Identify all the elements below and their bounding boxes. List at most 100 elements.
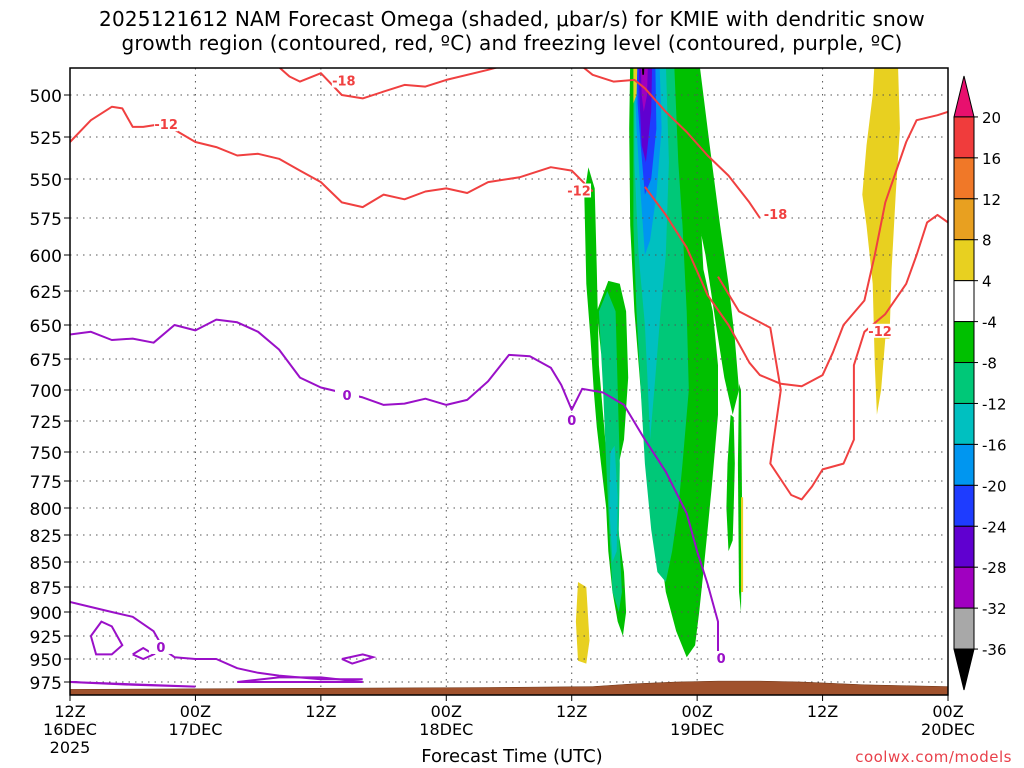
- y-tick-label-850: 850: [30, 554, 62, 574]
- y-tick-label-525: 525: [30, 129, 62, 149]
- contour-label-7: 0: [156, 641, 165, 656]
- y-tick-label-550: 550: [30, 171, 62, 191]
- colorbar-label-13: -36: [982, 641, 1007, 659]
- colorbar-label-2: 12: [982, 191, 1001, 209]
- x-tick-sublabel-0: 16DEC: [43, 720, 97, 739]
- colorbar-bottom-triangle: [953, 648, 975, 691]
- colorbar-segment-8: [953, 402, 975, 445]
- colorbar-segment-6: [953, 321, 975, 364]
- y-tick-label-825: 825: [30, 527, 62, 547]
- y-tick-label-600: 600: [30, 247, 62, 267]
- contour-label-4: -12: [868, 325, 892, 340]
- x-tick-label-0: 12Z: [54, 702, 85, 721]
- colorbar-label-10: -24: [982, 518, 1007, 536]
- x-tick-label-60: 00Z: [681, 702, 712, 721]
- colorbar-top-triangle: [953, 75, 975, 118]
- contour-label-bg-7: [148, 639, 173, 654]
- x-tick-label-84: 00Z: [932, 702, 963, 721]
- omega-shade-green-1: [584, 167, 627, 636]
- omega-shade-yellow-17: [862, 68, 900, 415]
- y-tick-label-900: 900: [30, 604, 62, 624]
- contour-line-2: [582, 68, 761, 219]
- freezing-loop-1: [132, 646, 156, 661]
- colorbar-segment-10: [953, 484, 975, 527]
- y-tick-label-925: 925: [30, 628, 62, 648]
- colorbar-label-4: 4: [982, 273, 992, 291]
- freezing-loop-2: [341, 653, 377, 665]
- x-tick-sublabel-84: 20DEC: [921, 720, 975, 739]
- contour-label-bg-6: [559, 413, 584, 427]
- plot-frame: [69, 67, 949, 696]
- contour-line-3: [644, 110, 948, 388]
- omega-shade-cyan-7: [609, 445, 618, 562]
- y-tick-label-700: 700: [30, 382, 62, 402]
- omega-shade-magenta-11: [640, 68, 648, 112]
- colorbar-label-12: -32: [982, 600, 1007, 618]
- y-tick-label-775: 775: [30, 473, 62, 493]
- omega-shade-yellow-0: [575, 582, 590, 664]
- y-tick-label-500: 500: [30, 87, 62, 107]
- contour-label-bg-3: [763, 206, 788, 221]
- contour-label-2: -12: [567, 184, 591, 199]
- terrain-ground: [70, 680, 948, 695]
- contour-label-bg-4: [868, 323, 893, 338]
- colorbar-segment-5: [953, 280, 975, 323]
- y-tick-label-950: 950: [30, 651, 62, 671]
- y-tick-label-975: 975: [30, 674, 62, 694]
- x-tick-label-36: 00Z: [431, 702, 462, 721]
- contour-line-0: [70, 105, 594, 209]
- omega-shade-green-13: [678, 68, 739, 415]
- colorbar-segment-1: [953, 116, 975, 159]
- freezing-loop-4: [237, 676, 363, 683]
- colorbar-segment-11: [953, 525, 975, 568]
- colorbar-segment-12: [953, 566, 975, 609]
- colorbar-label-7: -12: [982, 395, 1007, 413]
- omega-shade-black-12: [641, 68, 645, 75]
- contour-label-5: 0: [342, 389, 351, 404]
- contour-line-4: [717, 213, 948, 501]
- y-tick-label-625: 625: [30, 283, 62, 303]
- contour-label-bg-1: [331, 73, 356, 88]
- contour-line-6: [70, 601, 363, 681]
- colorbar-label-9: -20: [982, 477, 1007, 495]
- colorbar-label-6: -8: [982, 355, 997, 373]
- contour-label-bg-2: [567, 183, 592, 198]
- y-tick-label-650: 650: [30, 317, 62, 337]
- colorbar-segment-3: [953, 198, 975, 241]
- x-tick-label-24: 12Z: [305, 702, 336, 721]
- y-tick-label-575: 575: [30, 210, 62, 230]
- colorbar-label-5: -4: [982, 314, 997, 332]
- contour-label-6: 0: [567, 414, 576, 429]
- chart-title-line1: 2025121612 NAM Forecast Omega (shaded, μ…: [99, 7, 925, 31]
- x-tick-label-72: 12Z: [807, 702, 838, 721]
- colorbar-label-0: 20: [982, 109, 1001, 127]
- contour-label-8: 0: [717, 652, 726, 667]
- colorbar-label-3: 8: [982, 232, 992, 250]
- freezing-loop-3: [70, 681, 196, 688]
- omega-shade-yellow-16: [741, 497, 744, 592]
- colorbar-segment-13: [953, 607, 975, 650]
- colorbar-segment-4: [953, 239, 975, 282]
- omega-shade-green-14: [726, 414, 735, 552]
- contour-label-1: -18: [332, 75, 356, 90]
- y-tick-label-800: 800: [30, 500, 62, 520]
- y-tick-label-725: 725: [30, 413, 62, 433]
- contour-label-bg-5: [334, 388, 359, 403]
- x-tick-label-12: 00Z: [180, 702, 211, 721]
- colorbar-label-1: 16: [982, 150, 1001, 168]
- colorbar-segment-9: [953, 443, 975, 486]
- contour-label-bg-8: [709, 651, 734, 665]
- freezing-loop-0: [89, 620, 124, 656]
- colorbar-label-11: -28: [982, 559, 1007, 577]
- contour-label-0: -12: [154, 118, 178, 133]
- x-tick-sublabel-60: 19DEC: [670, 720, 724, 739]
- colorbar-segment-7: [953, 362, 975, 404]
- x-tick-label-48: 12Z: [556, 702, 587, 721]
- contour-line-5: [70, 318, 729, 659]
- x-tick-sublabel-12: 17DEC: [168, 720, 222, 739]
- y-tick-label-875: 875: [30, 579, 62, 599]
- colorbar-label-8: -16: [982, 436, 1007, 454]
- chart-title-line2: growth region (contoured, red, ºC) and f…: [121, 31, 903, 55]
- contour-label-bg-0: [154, 117, 179, 132]
